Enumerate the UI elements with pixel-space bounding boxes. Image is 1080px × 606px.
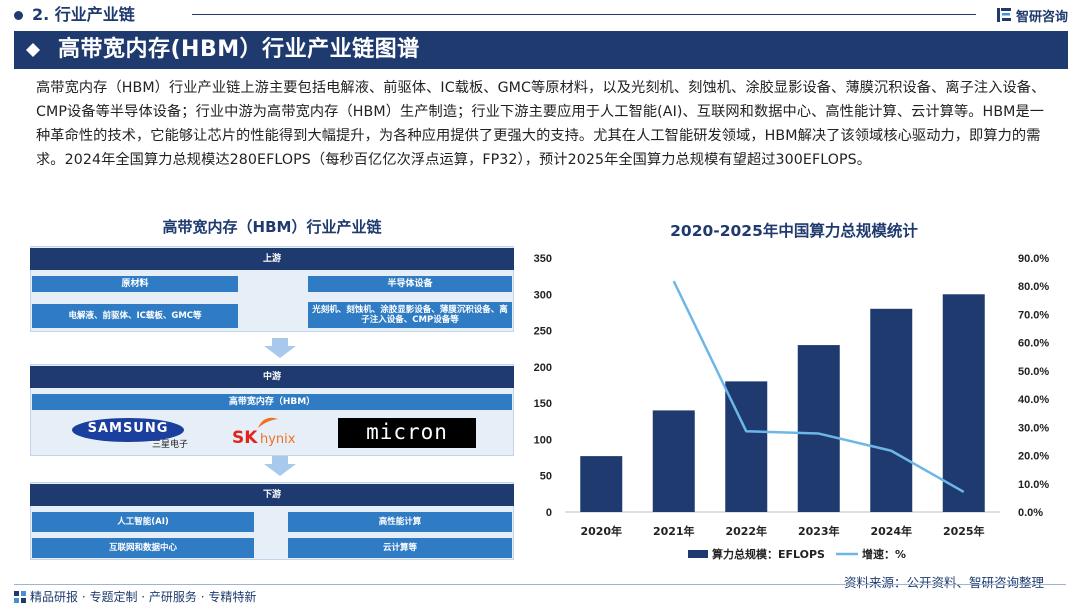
down-arrow-icon xyxy=(264,456,296,476)
y-left-tick-label: 300 xyxy=(534,289,552,301)
bar-2021年 xyxy=(652,410,695,512)
bar-2024年 xyxy=(870,308,913,512)
micron-logo: micron xyxy=(338,418,476,448)
chart-title: 2020-2025年中国算力总规模统计 xyxy=(670,222,918,240)
y-left-tick-label: 50 xyxy=(540,471,552,483)
equipment-label: 半导体设备 xyxy=(308,276,512,292)
downstream-item-cloud: 云计算等 xyxy=(288,538,512,558)
x-tick-label: 2023年 xyxy=(798,524,840,538)
y-left-tick-label: 100 xyxy=(534,434,552,446)
upstream-label: 上游 xyxy=(30,248,514,270)
y-left-tick-label: 200 xyxy=(534,362,552,374)
data-source: 资料来源：公开资料、智研咨询整理 xyxy=(843,575,1044,590)
downstream-item-hpc: 高性能计算 xyxy=(288,512,512,532)
legend-label-line: 增速：% xyxy=(862,547,906,561)
y-right-tick-label: 90.0% xyxy=(1018,253,1049,265)
y-right-tick-label: 10.0% xyxy=(1018,479,1049,491)
bar-2025年 xyxy=(942,294,985,512)
footer-rule xyxy=(14,584,1066,585)
legend-swatch-bar xyxy=(688,550,708,558)
hbm-product-label: 高带宽内存（HBM） xyxy=(32,394,512,410)
diamond-icon xyxy=(26,43,40,57)
brand-logo-icon xyxy=(996,8,1011,22)
y-right-tick-label: 60.0% xyxy=(1018,338,1049,350)
raw-materials-items: 电解液、前驱体、IC载板、GMC等 xyxy=(32,304,238,328)
chain-title: 高带宽内存（HBM）行业产业链 xyxy=(162,218,382,236)
micron-wordmark: micron xyxy=(366,420,448,444)
intro-paragraph: 高带宽内存（HBM）行业产业链上游主要包括电解液、前驱体、IC载板、GMC等原材… xyxy=(36,80,1046,168)
y-right-tick-label: 30.0% xyxy=(1018,422,1049,434)
hynix-wordmark: hynix xyxy=(260,432,296,447)
y-right-tick-label: 80.0% xyxy=(1018,281,1049,293)
growth-line xyxy=(672,280,965,494)
y-left-tick-label: 150 xyxy=(534,398,552,410)
sk-hynix-logo: SK hynix xyxy=(232,416,312,450)
samsung-logo: SAMSUNG 三星电子 xyxy=(72,418,204,450)
y-left-tick-label: 0 xyxy=(546,507,552,519)
sk-wordmark: SK xyxy=(232,428,258,448)
y-right-tick-label: 50.0% xyxy=(1018,366,1049,378)
top-bar: 2. 行业产业链 智研咨询 xyxy=(0,0,1080,30)
downstream-label: 下游 xyxy=(30,484,514,506)
footer-tagline: 精品研报 · 专题定制 · 产研服务 · 专精特新 xyxy=(30,590,257,604)
bar-2020年 xyxy=(580,456,623,512)
equipment-items: 光刻机、刻蚀机、涂胶显影设备、薄膜沉积设备、离子注入设备、CMP设备等 xyxy=(308,302,512,328)
y-right-tick-label: 70.0% xyxy=(1018,309,1049,321)
brand: 智研咨询 xyxy=(996,5,1068,25)
downstream-item-datacenter: 互联网和数据中心 xyxy=(32,538,254,558)
midstream-label: 中游 xyxy=(30,366,514,388)
x-tick-label: 2024年 xyxy=(870,524,912,538)
x-tick-label: 2022年 xyxy=(725,524,767,538)
y-left-tick-label: 250 xyxy=(534,326,552,338)
y-right-tick-label: 40.0% xyxy=(1018,394,1049,406)
footer-tagline-wrap: 精品研报 · 专题定制 · 产研服务 · 专精特新 xyxy=(14,588,256,605)
bar-2023年 xyxy=(797,345,840,512)
brand-name: 智研咨询 xyxy=(1015,9,1068,25)
bullet-dot-icon xyxy=(14,11,23,20)
y-left-tick-label: 350 xyxy=(534,253,552,265)
samsung-wordmark: SAMSUNG xyxy=(87,421,169,436)
title-banner: 高带宽内存(HBM）行业产业链图谱 xyxy=(14,31,1068,69)
y-right-tick-label: 20.0% xyxy=(1018,451,1049,463)
header-rule xyxy=(192,14,976,15)
x-tick-label: 2020年 xyxy=(580,524,622,538)
legend-label-bar: 算力总规模：EFLOPS xyxy=(711,547,825,561)
down-arrow-icon xyxy=(264,338,296,358)
grid-logo-icon xyxy=(14,590,26,603)
downstream-item-ai: 人工智能(AI) xyxy=(32,512,254,532)
page-title: 高带宽内存(HBM）行业产业链图谱 xyxy=(58,37,420,62)
x-tick-label: 2025年 xyxy=(943,524,985,538)
samsung-cn-name: 三星电子 xyxy=(152,440,189,450)
compute-scale-chart: 0 50 100 150 200 250 300 350 0.0% 10.0% 20.0% 30.0%… xyxy=(534,253,1050,561)
y-right-tick-label: 0.0% xyxy=(1018,507,1043,519)
raw-materials-label: 原材料 xyxy=(32,276,238,292)
section-label: 2. 行业产业链 xyxy=(32,5,135,24)
x-tick-label: 2021年 xyxy=(653,524,695,538)
